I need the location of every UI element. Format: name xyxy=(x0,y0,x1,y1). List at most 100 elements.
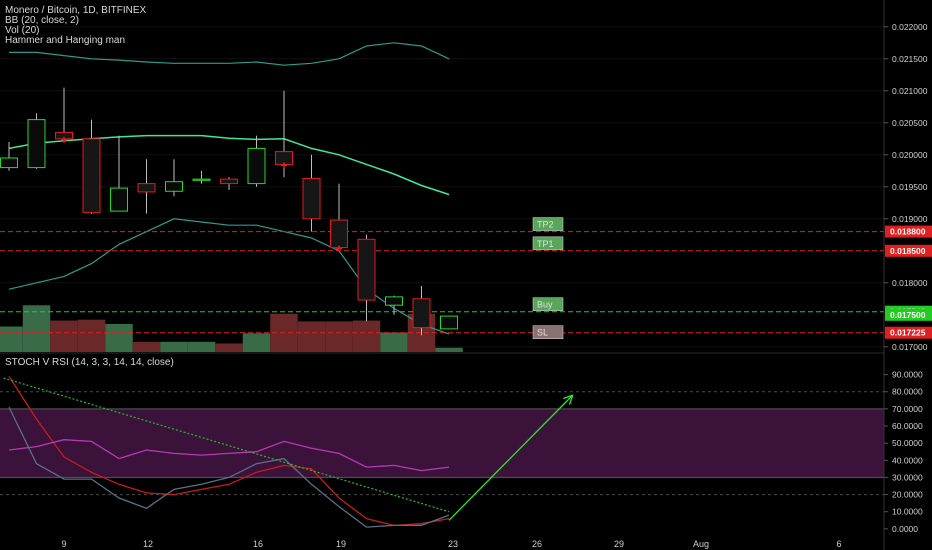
volume-bars xyxy=(0,305,463,352)
candle-bull xyxy=(192,178,211,181)
volume-bar xyxy=(50,320,78,352)
level-box-tp2[interactable] xyxy=(532,217,564,231)
trend-line[interactable] xyxy=(3,377,450,513)
candle-bear xyxy=(330,219,348,249)
date-tick-label: 6 xyxy=(836,539,841,549)
arrow-shaft xyxy=(448,394,574,521)
arrow-head xyxy=(563,394,573,400)
level-box-label: SL xyxy=(537,328,548,338)
stoch-k-line xyxy=(8,375,450,527)
price-axis[interactable]: 0.022000 0.021500 0.021000 0.020500 0.020000… xyxy=(883,0,932,550)
volume-bar xyxy=(242,333,271,352)
candle-bull xyxy=(247,147,266,185)
axis-price-tag xyxy=(885,244,932,257)
volume-bar xyxy=(22,305,51,352)
main-tick-label: 0.020000 xyxy=(892,150,928,160)
osc-tick-label: 10.0000 xyxy=(892,507,923,517)
volume-bar xyxy=(0,326,23,352)
level-box-buy[interactable] xyxy=(532,297,564,312)
level-box-label: TP2 xyxy=(537,220,554,230)
date-tick-label: 29 xyxy=(614,539,624,549)
level-box-label: TP1 xyxy=(537,239,554,249)
arrow-head xyxy=(568,394,574,405)
legend-symbol[interactable]: Monero / Bitcoin, 1D, BITFINEX xyxy=(5,5,147,16)
oscillator-pane[interactable] xyxy=(0,375,884,528)
main-axis-ticks: 0.022000 0.021500 0.021000 0.020500 0.020000… xyxy=(884,22,928,352)
date-tick-label: 19 xyxy=(336,539,346,549)
main-price-pane[interactable]: TP2 TP1 Buy SL xyxy=(0,26,884,352)
volume-bar xyxy=(435,347,463,352)
date-axis[interactable]: 9 12 16 19 23 26 29 Aug 6 xyxy=(61,539,841,549)
axis-price-tag-label: 0.017500 xyxy=(890,310,926,320)
main-tick-label: 0.019000 xyxy=(892,214,928,224)
axis-price-tag xyxy=(885,225,932,238)
rsi-line xyxy=(8,439,450,472)
legend-volume[interactable]: Vol (20) xyxy=(5,25,40,36)
osc-tick-label: 80.0000 xyxy=(892,387,923,397)
candle-bull xyxy=(165,181,183,192)
legend-bb[interactable]: BB (20, close, 2) xyxy=(5,15,79,26)
candle-bull xyxy=(0,157,18,169)
volume-bar xyxy=(105,323,133,352)
date-tick-label: 12 xyxy=(143,539,153,549)
osc-tick-label: 20.0000 xyxy=(892,490,923,500)
osc-tick-label: 70.0000 xyxy=(892,404,923,414)
date-tick-label: 16 xyxy=(253,539,263,549)
axis-price-tag-label: 0.018500 xyxy=(890,246,926,256)
candle-bear xyxy=(302,177,321,220)
osc-tick-label: 0.0000 xyxy=(892,524,918,534)
candle-bear xyxy=(137,183,156,193)
main-tick-label: 0.019500 xyxy=(892,182,928,192)
candle-bear xyxy=(82,138,101,213)
bb-lower-band xyxy=(8,218,450,335)
main-tick-label: 0.021500 xyxy=(892,54,928,64)
legend-pattern[interactable]: Hammer and Hanging man xyxy=(5,35,126,46)
volume-bar xyxy=(325,321,353,352)
date-tick-label: Aug xyxy=(693,539,709,549)
level-box-sl[interactable] xyxy=(532,325,564,340)
oscillator-guides xyxy=(0,391,884,496)
osc-tick-label: 60.0000 xyxy=(892,421,923,431)
candle-bear xyxy=(220,178,238,185)
main-tick-label: 0.020500 xyxy=(892,118,928,128)
candle-bull xyxy=(440,315,458,330)
main-tick-label: 0.018000 xyxy=(892,278,928,288)
volume-bar xyxy=(187,341,216,352)
stoch-d-line xyxy=(8,406,450,528)
level-box-label: Buy xyxy=(537,300,553,310)
candle-bull xyxy=(27,119,46,169)
oscillator-band xyxy=(0,408,884,478)
bb-upper-band xyxy=(9,42,450,66)
date-tick-label: 23 xyxy=(448,539,458,549)
axis-price-tag xyxy=(885,326,932,339)
volume-bar xyxy=(297,321,326,352)
osc-tick-label: 30.0000 xyxy=(892,472,923,482)
level-box-tp1[interactable] xyxy=(532,236,564,251)
up-arrow[interactable] xyxy=(448,394,574,521)
level-boxes[interactable]: TP2 TP1 Buy SL xyxy=(532,217,564,340)
legend-oscillator[interactable]: STOCH V RSI (14, 3, 3, 14, 14, close) xyxy=(5,357,174,368)
osc-tick-label: 50.0000 xyxy=(892,438,923,448)
candle-bear xyxy=(412,298,431,329)
main-tick-label: 0.017000 xyxy=(892,342,928,352)
date-tick-label: 26 xyxy=(532,539,542,549)
axis-price-tag xyxy=(885,308,932,321)
volume-bar xyxy=(77,319,106,352)
volume-bar xyxy=(215,343,243,352)
candles xyxy=(0,87,458,336)
oscillator-lines xyxy=(8,375,450,528)
candle-bear xyxy=(357,238,376,301)
hammer-marks xyxy=(61,136,342,252)
osc-tick-label: 40.0000 xyxy=(892,455,923,465)
candle-bull xyxy=(385,296,403,306)
osc-axis-ticks: 90.0000 80.0000 70.0000 60.0000 50.0000 40.00… xyxy=(884,370,923,534)
osc-tick-label: 90.0000 xyxy=(892,370,923,380)
volume-bar xyxy=(380,332,408,352)
volume-bar xyxy=(160,341,188,352)
axis-price-tag-label: 0.017225 xyxy=(890,328,926,338)
main-tick-label: 0.022000 xyxy=(892,22,928,32)
volume-bar xyxy=(352,320,381,352)
price-levels xyxy=(0,231,884,334)
